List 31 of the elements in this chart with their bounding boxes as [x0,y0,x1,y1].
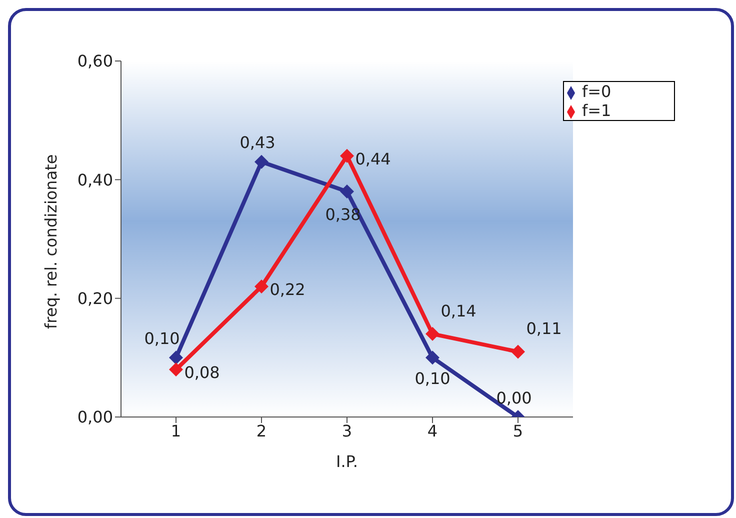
data-label: 0,11 [526,319,562,338]
y-tick-label: 0,40 [77,170,113,190]
data-label: 0,14 [440,301,476,320]
point [340,184,354,199]
x-tick-label: 5 [512,421,524,440]
point [426,326,440,341]
legend-label: f=1 [582,101,612,120]
x-tick-label: 4 [427,421,438,440]
x-axis-title: I.P. [336,452,358,471]
data-label: 0,43 [240,133,276,152]
y-axis-title: freq. rel. condizionate [42,154,61,329]
point [426,350,440,365]
data-label: 0,22 [270,280,306,299]
point [254,279,268,294]
x-tick-label: 3 [342,421,352,440]
point [169,362,183,377]
y-tick-label: 0,60 [77,52,113,71]
data-label: 0,00 [496,388,532,408]
point [511,344,525,359]
legend-label: f=0 [582,82,612,101]
data-label: 0,44 [355,149,391,168]
point [254,154,268,169]
data-label: 0,10 [414,369,450,388]
y-tick-label: 0,00 [77,408,113,427]
data-label: 0,10 [144,329,180,348]
point [340,148,354,163]
x-tick-label: 2 [256,421,267,440]
point [169,350,183,365]
data-label: 0,08 [184,362,220,382]
y-tick-label: 0,20 [77,289,113,308]
x-tick-label: 1 [170,421,182,440]
